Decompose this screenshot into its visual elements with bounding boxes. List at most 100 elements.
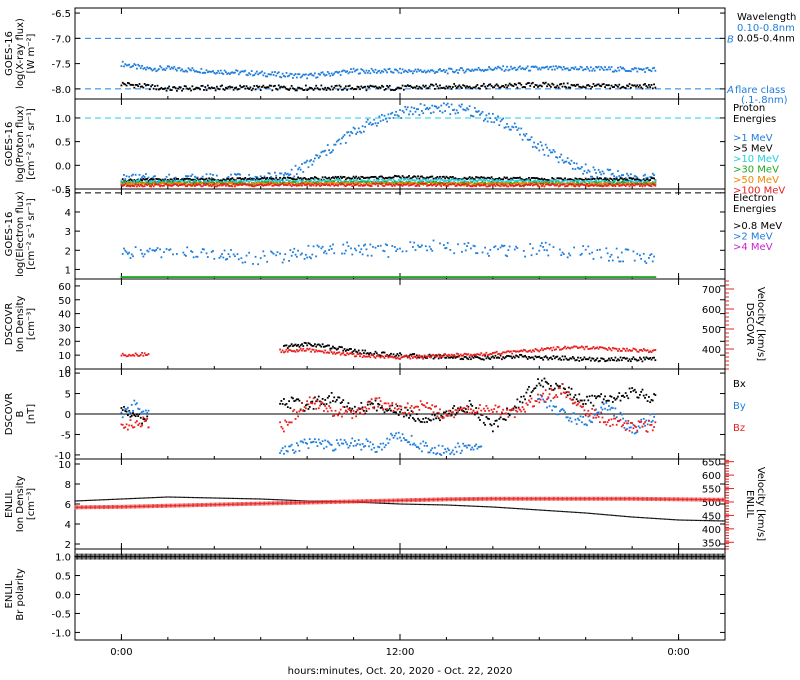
data-point: [356, 177, 359, 180]
data-point: [589, 87, 592, 90]
data-point: [307, 74, 310, 76]
data-point: [451, 70, 454, 73]
data-point: [418, 276, 421, 278]
data-point: [511, 357, 514, 360]
data-point: [539, 181, 542, 184]
data-point: [415, 70, 418, 73]
data-point: [455, 352, 458, 355]
data-point: [437, 276, 440, 278]
data-point: [525, 350, 528, 353]
data-point: [626, 183, 628, 186]
data-point: [342, 276, 345, 278]
data-point: [455, 178, 458, 181]
data-point: [617, 183, 619, 186]
data-point: [600, 85, 603, 88]
data-point: [243, 183, 245, 185]
data-point: [463, 71, 466, 74]
data-point: [338, 351, 341, 354]
data-point: [241, 177, 244, 180]
data-point: [357, 72, 360, 75]
data-point: [557, 346, 560, 349]
data-point: [405, 85, 408, 88]
data-point: [365, 276, 368, 278]
panel-xray: BA flare class(.1-.8nm)-6.5-7.0-7.5-8.0GO…: [4, 7, 796, 106]
data-point: [534, 179, 537, 182]
data-point: [196, 182, 199, 184]
data-point: [214, 180, 217, 182]
data-point: [350, 179, 352, 182]
data-point: [549, 182, 552, 185]
data-point: [480, 358, 483, 361]
data-point: [503, 357, 506, 360]
data-point: [298, 345, 301, 348]
data-point: [393, 411, 396, 414]
data-point: [315, 255, 318, 258]
data-point: [521, 181, 524, 183]
data-point: [194, 185, 196, 187]
data-point: [319, 182, 321, 185]
data-point: [208, 182, 211, 184]
data-point: [264, 181, 267, 184]
data-point: [177, 185, 180, 187]
data-point: [531, 180, 534, 183]
data-point: [179, 184, 182, 186]
data-point: [364, 349, 367, 352]
data-point: [488, 112, 490, 115]
data-point: [605, 182, 608, 184]
data-point: [450, 276, 453, 278]
data-point: [530, 136, 533, 139]
data-point: [626, 347, 628, 350]
data-point: [626, 70, 628, 72]
data-point: [364, 177, 367, 179]
data-point: [644, 173, 646, 176]
data-point: [297, 176, 300, 179]
data-point: [650, 176, 653, 178]
data-point: [574, 276, 577, 278]
data-point: [592, 177, 595, 180]
y-tick-label: 20: [58, 337, 71, 348]
data-point: [506, 185, 508, 188]
data-point: [250, 276, 253, 278]
data-point: [324, 250, 327, 253]
data-point: [580, 86, 583, 89]
data-point: [254, 175, 257, 178]
data-point: [120, 65, 123, 68]
data-point: [435, 185, 438, 188]
data-point: [584, 86, 587, 89]
data-point: [276, 180, 279, 183]
data-point: [638, 254, 641, 257]
data-point: [219, 179, 222, 182]
data-point: [213, 179, 216, 181]
data-point: [524, 134, 526, 137]
data-point: [175, 184, 178, 186]
data-point: [295, 76, 298, 79]
data-point: [366, 184, 369, 186]
data-point: [544, 183, 547, 186]
data-point: [174, 182, 177, 185]
data-point: [275, 276, 278, 278]
data-point: [382, 181, 385, 184]
data-point: [369, 276, 372, 278]
data-point: [136, 182, 138, 185]
data-point: [642, 181, 645, 184]
data-point: [405, 183, 408, 186]
data-point: [395, 110, 398, 113]
data-point: [393, 89, 396, 92]
series--0-8-MeV: [120, 276, 657, 278]
data-point: [588, 356, 591, 359]
data-point: [132, 412, 134, 414]
data-point: [165, 175, 168, 178]
data-point: [636, 252, 639, 255]
data-point: [542, 358, 545, 361]
data-point: [498, 352, 501, 355]
data-point: [444, 110, 447, 112]
data-point: [608, 346, 610, 349]
data-point: [642, 182, 645, 185]
data-point: [214, 72, 217, 75]
data-point: [280, 179, 283, 181]
data-point: [482, 184, 485, 187]
data-point: [430, 179, 432, 182]
data-point: [552, 149, 555, 151]
data-point: [499, 353, 502, 356]
data-point: [408, 182, 410, 185]
